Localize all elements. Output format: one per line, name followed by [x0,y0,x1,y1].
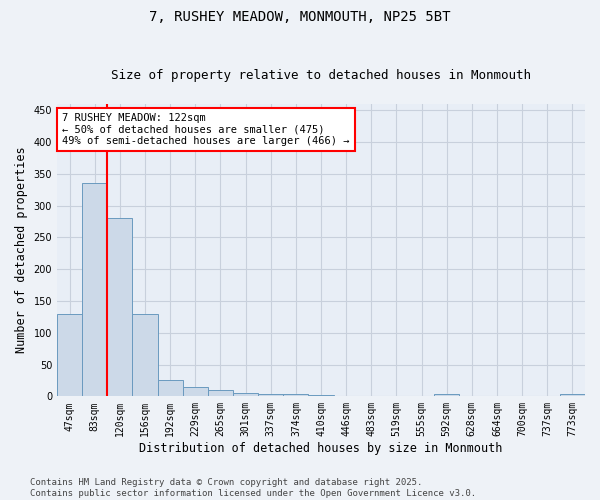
Bar [57,314,82,396]
Bar [208,390,233,396]
Y-axis label: Number of detached properties: Number of detached properties [15,147,28,354]
Bar [283,394,308,396]
Text: Contains HM Land Registry data © Crown copyright and database right 2025.
Contai: Contains HM Land Registry data © Crown c… [30,478,476,498]
X-axis label: Distribution of detached houses by size in Monmouth: Distribution of detached houses by size … [139,442,503,455]
Text: 7, RUSHEY MEADOW, MONMOUTH, NP25 5BT: 7, RUSHEY MEADOW, MONMOUTH, NP25 5BT [149,10,451,24]
Bar [258,394,283,396]
Bar [233,393,258,396]
Bar [82,184,107,396]
Bar [434,394,459,396]
Bar [308,395,334,396]
Bar [133,314,158,396]
Bar [107,218,133,396]
Bar [560,394,585,396]
Bar [183,387,208,396]
Title: Size of property relative to detached houses in Monmouth: Size of property relative to detached ho… [111,69,531,82]
Text: 7 RUSHEY MEADOW: 122sqm
← 50% of detached houses are smaller (475)
49% of semi-d: 7 RUSHEY MEADOW: 122sqm ← 50% of detache… [62,113,350,146]
Bar [158,380,183,396]
